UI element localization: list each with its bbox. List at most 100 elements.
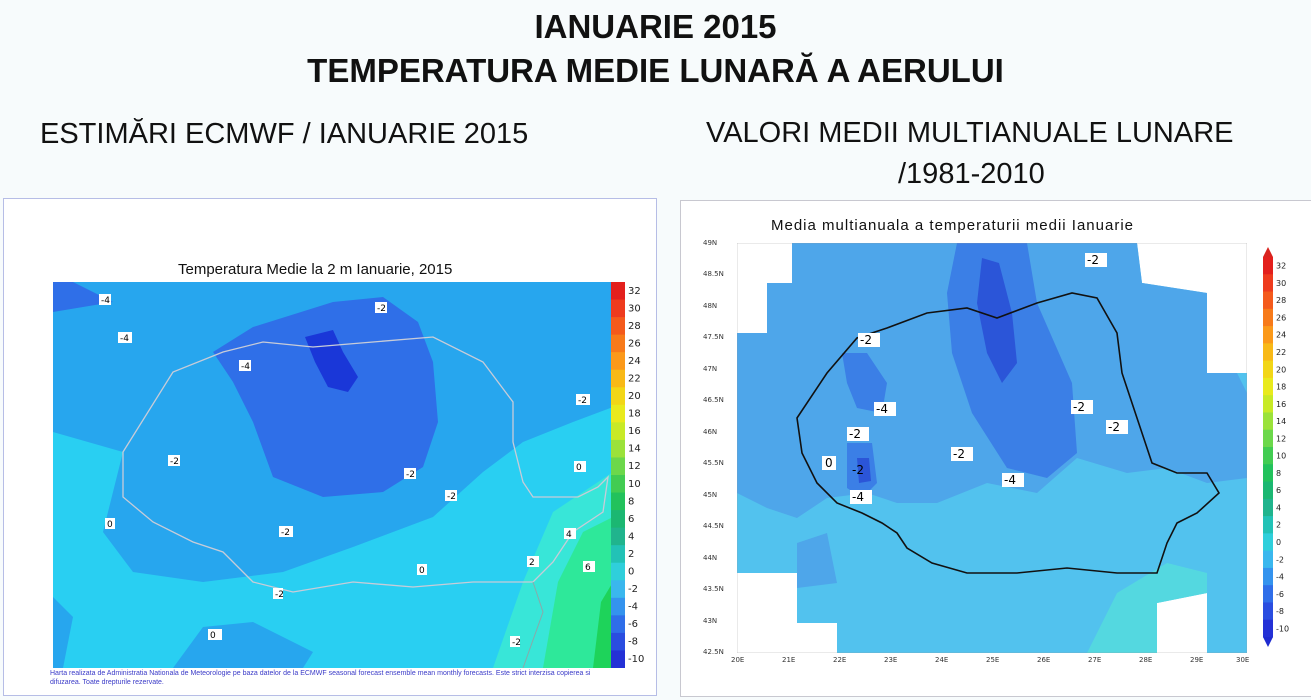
colorbar-step	[611, 545, 625, 564]
lat-label: 44N	[703, 554, 718, 562]
colorbar-tick-label: 26	[628, 338, 641, 349]
ecmwf-map-footer: Harta realizata de Administratia Nationa…	[50, 670, 591, 686]
ecmwf-temperature-map: -4 -2 -4 -4 -2 -2 -2 -2 0 -2 0 0 -2 4 2 …	[53, 282, 613, 668]
contour-label: -2	[953, 447, 965, 461]
right-subtitle-line2: /1981-2010	[898, 158, 1045, 190]
colorbar-step	[611, 597, 625, 616]
page-title-line2: TEMPERATURA MEDIE LUNARĂ A AERULUI	[307, 52, 1004, 89]
lat-label: 48N	[703, 302, 718, 310]
colorbar-tick-label: 6	[1276, 486, 1281, 495]
lon-label: 28E	[1139, 656, 1153, 664]
zone-6	[593, 582, 613, 668]
contour-label: -2	[860, 333, 872, 347]
lat-label: 47.5N	[703, 333, 724, 341]
contour-label: -2	[849, 427, 861, 441]
colorbar-step	[611, 422, 625, 441]
colorbar-tick-label: 10	[628, 479, 641, 490]
colorbar-tick-label: 30	[1276, 279, 1286, 288]
lon-label: 21E	[782, 656, 796, 664]
contour-label-group: -2 -2 -4 -2 -2 -2 -2 0 -2 -4 -4	[822, 253, 1128, 504]
colorbar-step	[1263, 498, 1273, 517]
contour-label: -2	[1087, 253, 1099, 267]
zone-m6	[305, 330, 358, 392]
colorbar-step	[611, 404, 625, 423]
latitude-labels: 49N 48.5N 48N 47.5N 47N 46.5N 46N 45.5N …	[703, 239, 735, 659]
colorbar-tick-label: 12	[1276, 434, 1286, 443]
contour-label: 6	[585, 563, 591, 573]
romania-border	[796, 292, 1221, 574]
contour-label: -2	[1073, 400, 1085, 414]
colorbar-tick-label: 28	[1276, 296, 1286, 305]
colorbar-step	[1263, 412, 1273, 431]
left-subtitle: ESTIMĂRI ECMWF / IANUARIE 2015	[40, 118, 529, 150]
lat-label: 44.5N	[703, 522, 724, 530]
lon-label: 23E	[884, 656, 898, 664]
colorbar-tick-label: 18	[628, 409, 641, 420]
zone-m6	[857, 258, 1017, 483]
colorbar-tick-label: -4	[1276, 573, 1284, 582]
colorbar-step	[1263, 619, 1273, 638]
colorbar-tick-label: 20	[628, 391, 641, 402]
colorbar-tick-label: 32	[628, 286, 641, 297]
lon-label: 20E	[731, 656, 745, 664]
colorbar-tick-label: 22	[1276, 348, 1286, 357]
zone-m4	[842, 243, 1077, 498]
colorbar-tick-label: 10	[1276, 452, 1286, 461]
colorbar-step	[611, 562, 625, 581]
colorbar-step	[611, 282, 625, 301]
colorbar-step	[611, 439, 625, 458]
romania-border	[122, 336, 609, 593]
contour-label: -2	[170, 457, 179, 467]
colorbar-step	[611, 492, 625, 511]
contour-label: -2	[1108, 420, 1120, 434]
colorbar-step	[611, 510, 625, 529]
colorbar-tick-label: 6	[628, 514, 634, 525]
lon-label: 24E	[935, 656, 949, 664]
colorbar-tick-label: 28	[628, 321, 641, 332]
colorbar-step	[611, 615, 625, 634]
lat-label: 42.5N	[703, 648, 724, 656]
contour-label: 4	[566, 530, 572, 540]
colorbar-tick-label: -6	[1276, 590, 1284, 599]
lat-label: 43N	[703, 617, 718, 625]
lat-label: 46N	[703, 428, 718, 436]
colorbar-step	[1263, 326, 1273, 344]
lat-label: 48.5N	[703, 270, 724, 278]
ecmwf-map-panel: Temperatura Medie la 2 m Ianuarie, 2015 …	[3, 198, 657, 696]
colorbar-step	[611, 299, 625, 318]
lon-label: 25E	[986, 656, 1000, 664]
colorbar-step	[1263, 291, 1273, 310]
contour-label: 0	[825, 456, 833, 470]
contour-label: 0	[210, 631, 216, 641]
colorbar-step	[1263, 360, 1273, 379]
colorbar-step	[611, 580, 625, 599]
colorbar-step	[1263, 481, 1273, 500]
contour-label: 2	[529, 558, 535, 568]
lon-label: 30E	[1236, 656, 1250, 664]
contour-label: 0	[576, 463, 582, 473]
colorbar-step	[1263, 429, 1273, 448]
colorbar-tick-label: 30	[628, 303, 641, 314]
colorbar-tick-label: 16	[1276, 400, 1286, 409]
colorbar-tick-label: -10	[628, 654, 644, 665]
colorbar-tick-label: 8	[628, 496, 634, 507]
zone-m2-south	[797, 533, 837, 588]
lat-label: 46.5N	[703, 396, 724, 404]
colorbar-step	[611, 632, 625, 651]
lat-label: 45N	[703, 491, 718, 499]
colorbar-step	[611, 317, 625, 336]
colorbar-step	[1263, 343, 1273, 362]
colorbar-step	[1263, 274, 1273, 293]
colorbar-step	[1263, 516, 1273, 534]
lon-label: 26E	[1037, 656, 1051, 664]
colorbar-step	[611, 475, 625, 494]
colorbar-tick-label: 2	[628, 549, 634, 560]
colorbar-step	[1263, 464, 1273, 483]
colorbar-tick-label: 22	[628, 374, 641, 385]
colorbar-tick-label: -10	[1276, 624, 1289, 633]
lon-label: 27E	[1088, 656, 1102, 664]
colorbar-tick-label: -2	[628, 584, 638, 595]
lat-label: 47N	[703, 365, 718, 373]
